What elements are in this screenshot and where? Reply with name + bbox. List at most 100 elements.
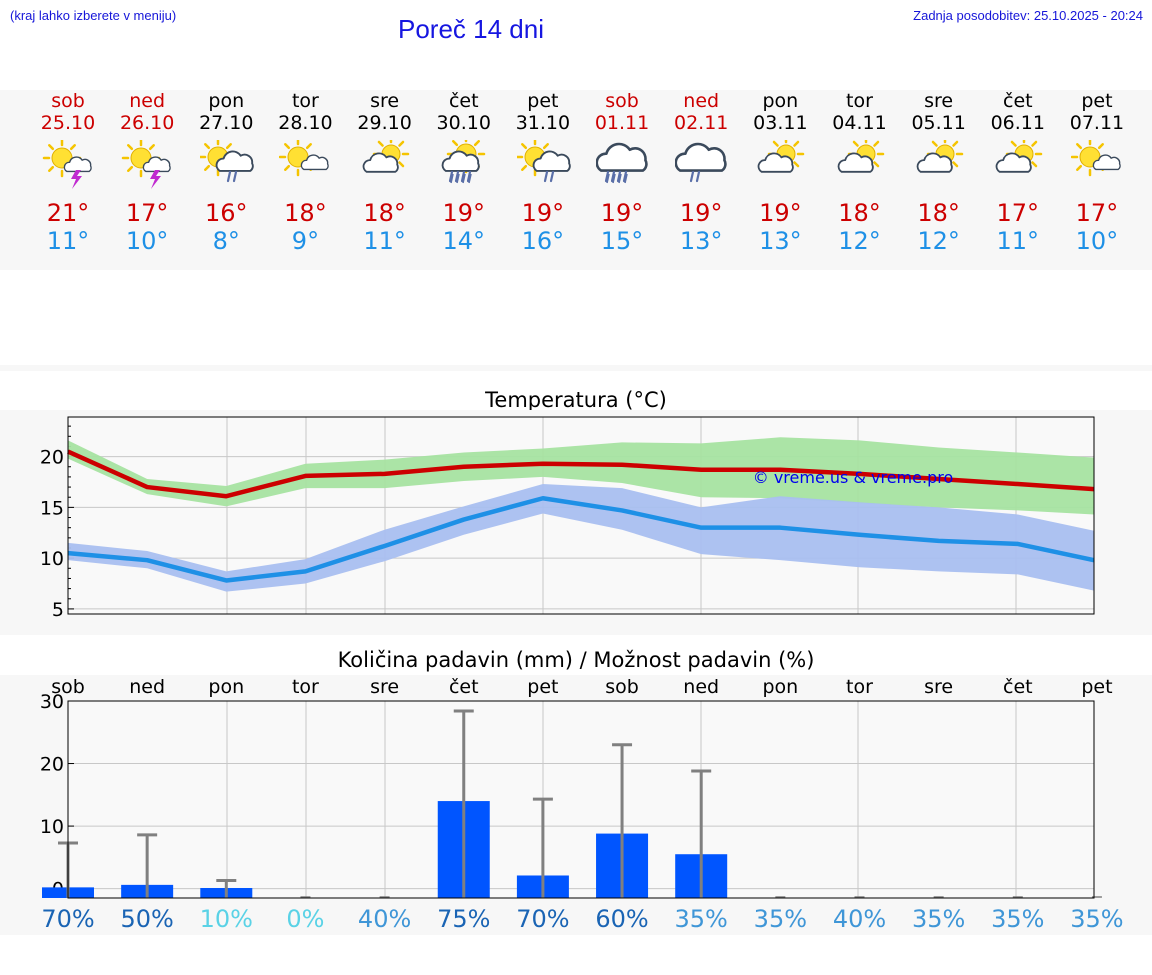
- weather-icon: [42, 140, 92, 189]
- precipitation-probability: 60%: [595, 905, 649, 933]
- weather-icon: [121, 140, 171, 189]
- separator-band: [0, 365, 1152, 371]
- daily-forecast-strip: sob 25.10 21° 11° ned 26.10 17° 10° pon 27.10 16° 8…: [0, 90, 1152, 270]
- precipitation-probability: 35%: [674, 905, 728, 933]
- day-date: 25.10: [40, 112, 96, 134]
- day-name: pet: [527, 90, 559, 112]
- lightning-icon: [71, 170, 82, 189]
- max-temperature: 16°: [205, 199, 248, 227]
- precipitation-chart-title: Količina padavin (mm) / Možnost padavin …: [337, 648, 815, 672]
- day-date: 02.11: [673, 112, 729, 134]
- min-temperature: 11°: [46, 227, 90, 255]
- min-temperature: 14°: [442, 227, 486, 255]
- y-tick-label: 20: [40, 754, 64, 776]
- max-temperature: 19°: [759, 199, 802, 227]
- precipitation-probability: 50%: [120, 905, 174, 933]
- precipitation-probability: 40%: [832, 905, 887, 933]
- min-temperature: 8°: [212, 227, 240, 255]
- day-date: 29.10: [357, 112, 412, 134]
- max-temperature-line: [67, 449, 1095, 499]
- precipitation-day-label: ned: [683, 676, 720, 698]
- max-temperature: 19°: [521, 199, 565, 227]
- precipitation-day-label: pet: [1081, 676, 1113, 698]
- weather-icon: [758, 140, 805, 173]
- min-temperature: 13°: [679, 227, 723, 255]
- precipitation-day-label: sob: [51, 676, 85, 698]
- rain-icon: [543, 170, 554, 183]
- weather-icon: [837, 140, 884, 173]
- day-name: pon: [762, 90, 799, 112]
- day-name: ned: [683, 90, 720, 112]
- day-date: 03.11: [753, 112, 808, 134]
- cloud-icon: [63, 156, 92, 173]
- cloud-icon: [441, 150, 480, 172]
- precipitation-probability: 35%: [911, 905, 966, 933]
- day-name: tor: [846, 90, 873, 112]
- cloud-icon: [758, 152, 795, 173]
- day-name: tor: [291, 90, 319, 112]
- precipitation-probability: 70%: [41, 905, 95, 933]
- day-name: pon: [208, 90, 245, 112]
- precipitation-day-label: čet: [448, 676, 479, 698]
- max-temperature: 19°: [600, 199, 644, 227]
- day-date: 06.11: [990, 112, 1045, 134]
- cloud-icon: [837, 152, 874, 173]
- cloud-icon: [596, 142, 648, 172]
- weather-icon: [279, 140, 330, 177]
- max-temperature: 18°: [917, 199, 960, 227]
- precipitation-day-label: pet: [527, 676, 559, 698]
- max-temperature-band: [68, 437, 1094, 515]
- max-temperature: 21°: [46, 199, 90, 227]
- watermark: © vreme.us & vreme.pro: [753, 468, 954, 487]
- temp-plot-border: [67, 416, 1095, 615]
- rain-icon: [690, 170, 701, 183]
- precipitation-day-label: tor: [291, 676, 319, 698]
- max-temperature: 18°: [838, 199, 881, 227]
- y-tick-label: 20: [40, 447, 64, 469]
- temperature-chart-title: Temperatura (°C): [485, 388, 667, 412]
- day-name: čet: [1003, 90, 1033, 112]
- day-date: 07.11: [1069, 112, 1125, 134]
- min-temperature: 11°: [996, 227, 1040, 255]
- precipitation-probability: 0%: [286, 905, 325, 933]
- precipitation-probability: 40%: [357, 905, 412, 933]
- day-name: ned: [129, 90, 166, 112]
- precipitation-probability: 75%: [437, 905, 491, 933]
- cloud-icon: [532, 150, 571, 172]
- precip-plot-border: [67, 700, 1095, 899]
- cloud-icon: [301, 154, 330, 171]
- day-date: 04.11: [832, 112, 887, 134]
- max-temperature: 17°: [125, 199, 169, 227]
- weather-icon: [995, 140, 1043, 173]
- day-name: čet: [448, 90, 479, 112]
- y-tick-label: 5: [52, 599, 64, 621]
- min-temperature: 12°: [917, 227, 960, 255]
- weather-icon: [441, 140, 485, 184]
- page-title: Poreč 14 dni: [398, 14, 544, 44]
- rain-icon: [227, 170, 238, 183]
- precipitation-day-label: sre: [370, 676, 400, 698]
- weather-icon: [516, 140, 571, 183]
- cloud-icon: [995, 152, 1032, 173]
- min-temperature-line: [67, 495, 1095, 583]
- precipitation-probability: 70%: [516, 905, 570, 933]
- day-name: sob: [51, 90, 85, 112]
- day-name: pet: [1081, 90, 1113, 112]
- day-date: 27.10: [199, 112, 254, 134]
- max-temperature: 17°: [996, 199, 1040, 227]
- day-date: 05.11: [911, 112, 966, 134]
- lightning-icon: [150, 170, 162, 189]
- weather-icon: [200, 140, 255, 183]
- day-date: 31.10: [515, 112, 571, 134]
- rain-icon: [448, 170, 472, 184]
- location-hint: (kraj lahko izberete v meniju): [10, 8, 177, 23]
- precipitation-probability: 35%: [991, 905, 1045, 933]
- min-temperature: 9°: [291, 227, 320, 255]
- cloud-icon: [1092, 154, 1121, 171]
- precip-plot-area: [68, 701, 1094, 898]
- precipitation-probability: 35%: [753, 905, 808, 933]
- min-temperature: 16°: [521, 227, 565, 255]
- cloud-icon: [916, 152, 953, 173]
